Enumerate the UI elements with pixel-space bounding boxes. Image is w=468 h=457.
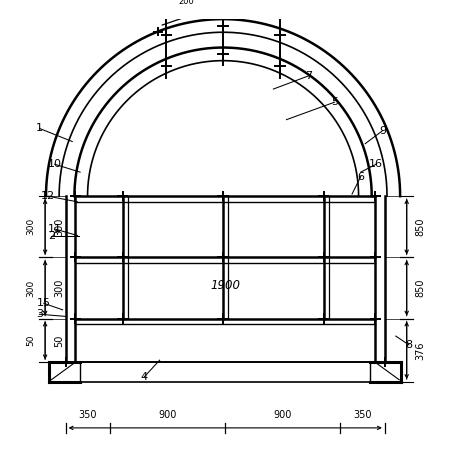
Text: 300: 300 [27,218,36,235]
Text: 3: 3 [36,309,43,319]
Text: 300: 300 [54,279,64,297]
Text: 9: 9 [379,126,386,136]
Text: 376: 376 [416,341,425,360]
Text: 350: 350 [79,410,97,420]
Text: 5: 5 [331,97,338,107]
Text: 1900: 1900 [210,279,240,292]
Text: 11: 11 [48,224,62,234]
Text: 10: 10 [48,159,62,169]
Text: 12: 12 [41,191,55,201]
Text: 900: 900 [159,410,177,420]
Text: 2: 2 [48,230,55,240]
Text: 850: 850 [416,218,425,236]
Text: 200: 200 [178,0,194,6]
Text: 50: 50 [27,335,36,346]
Text: 1: 1 [36,123,43,133]
Text: 300: 300 [54,218,64,236]
Text: 900: 900 [273,410,292,420]
Text: 300: 300 [27,279,36,297]
Text: 16: 16 [369,159,383,169]
Text: 8: 8 [405,340,412,350]
Text: 7: 7 [305,71,312,81]
Text: 6: 6 [357,171,364,181]
Text: 350: 350 [353,410,372,420]
Text: 15: 15 [37,298,51,308]
Text: 4: 4 [141,372,148,382]
Text: 850: 850 [416,279,425,297]
Text: 50: 50 [54,334,64,347]
